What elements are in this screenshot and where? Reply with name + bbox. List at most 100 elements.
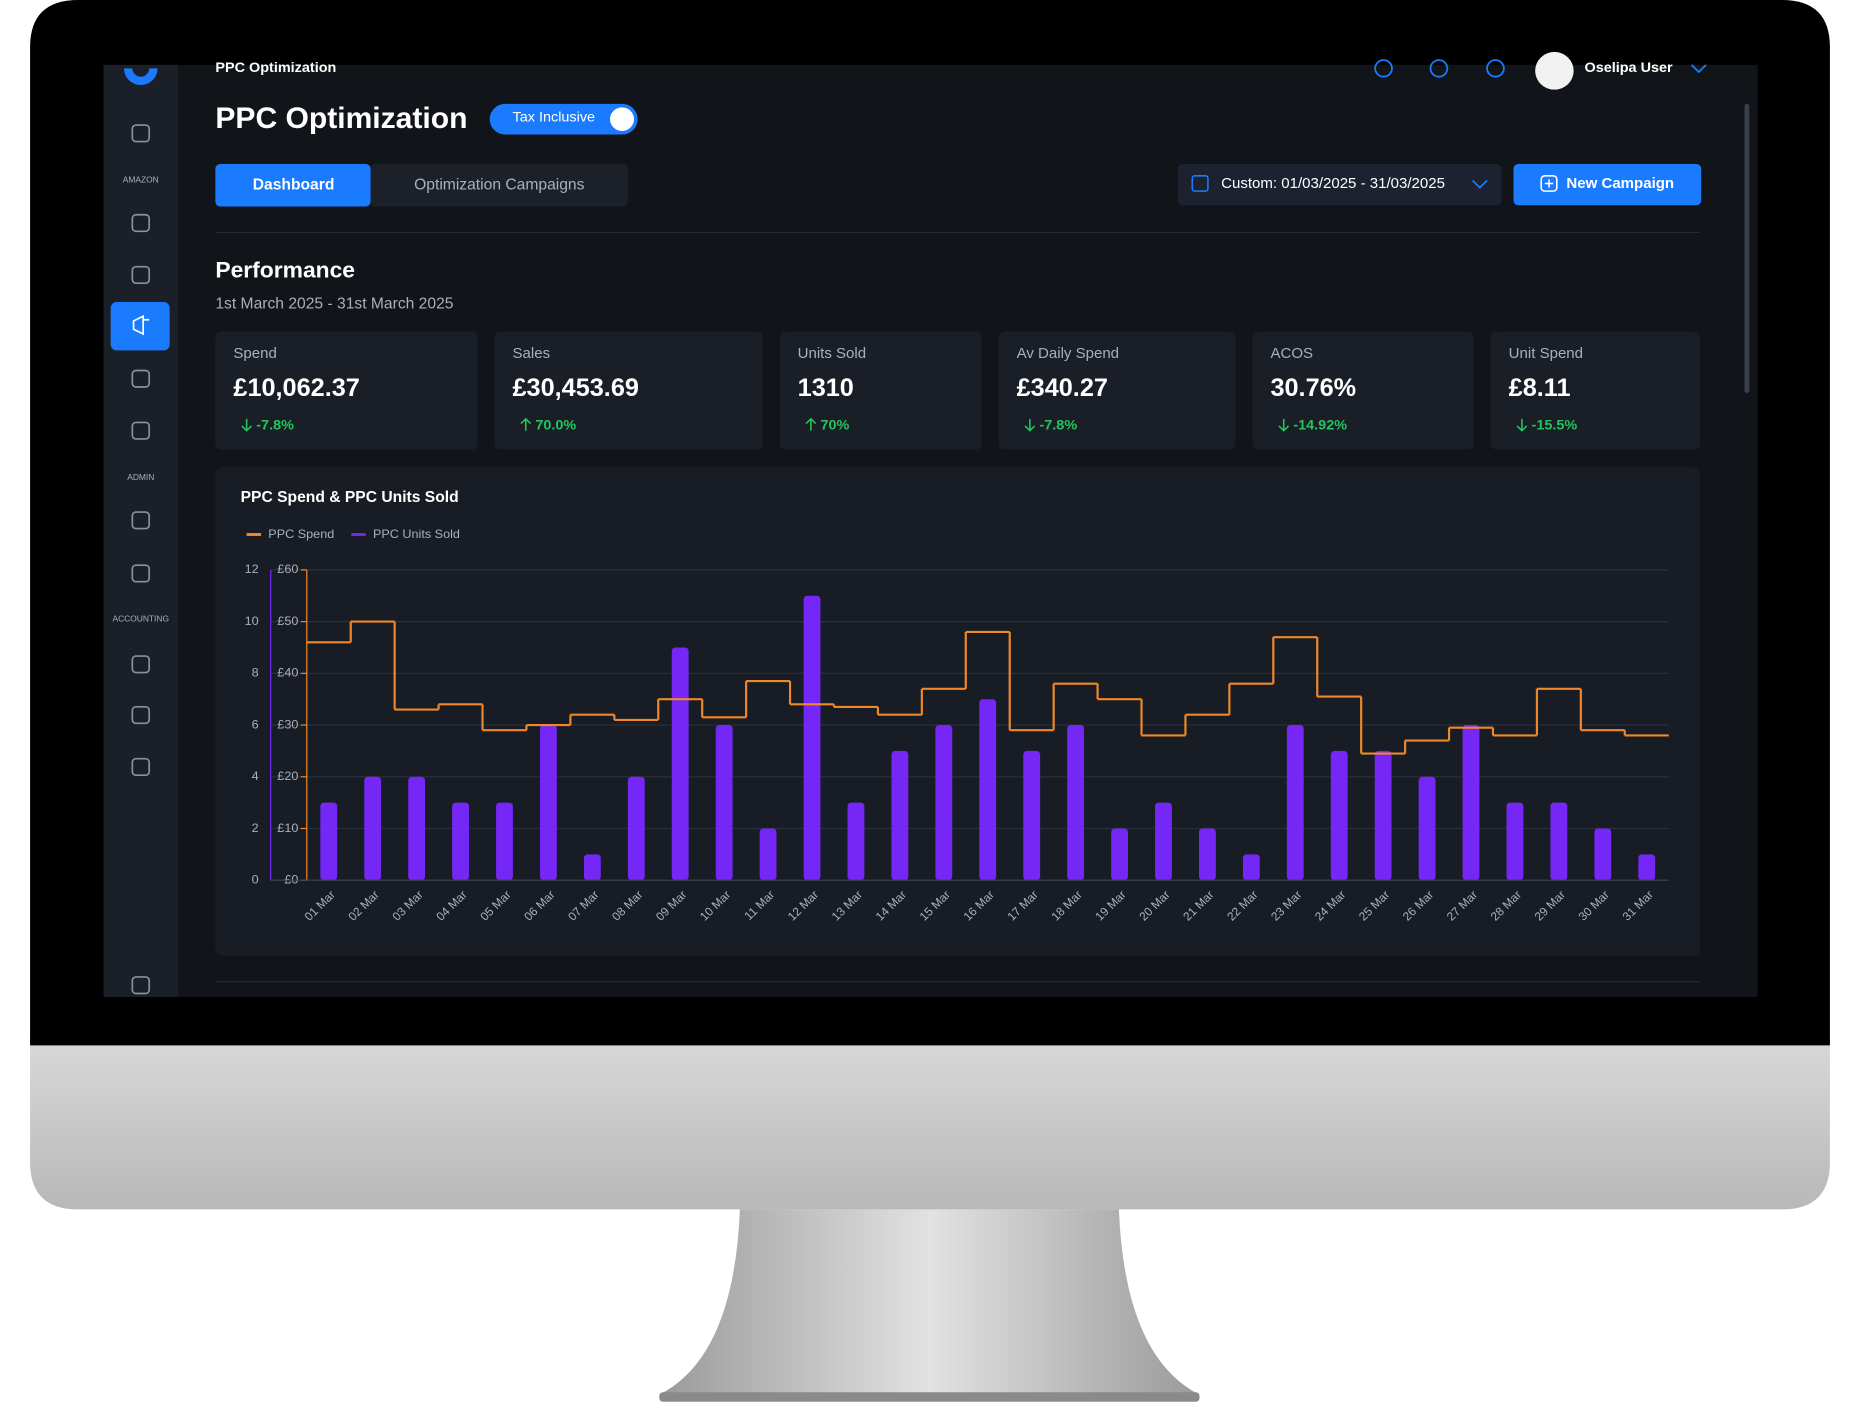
sidebar-active[interactable] [110,302,170,351]
bar [408,776,426,881]
avatar[interactable] [1535,51,1574,90]
monitor-chin [30,1038,1830,1210]
sidebar-icon[interactable] [131,511,151,530]
button-label: New Campaign [1566,176,1674,192]
sidebar-icon[interactable] [131,564,151,583]
y-tick-label: 12 [245,562,259,576]
section-subtitle: 1st March 2025 - 31st March 2025 [215,296,453,313]
section-title: Performance [215,258,355,283]
kpi-card [494,331,763,450]
bar [1242,854,1260,881]
bar [715,725,733,881]
bar [540,725,557,881]
scrollbar[interactable] [1744,103,1750,393]
kpi-label: Units Sold [798,346,866,362]
kpi-arrow [241,418,253,432]
sidebar-icon[interactable] [131,757,151,777]
bar [1067,725,1085,881]
bar [1462,725,1480,881]
bar [452,802,469,881]
top-icon[interactable] [1374,59,1393,78]
sidebar-icon[interactable] [131,124,151,143]
bar [759,828,777,881]
kpi-arrow [805,417,817,431]
sidebar-icon[interactable] [131,265,151,285]
kpi-arrow [1516,418,1528,432]
new-campaign-button[interactable] [1513,164,1702,206]
bar [1638,854,1656,881]
bar [847,802,865,881]
bar [1374,750,1392,881]
bar [1198,828,1216,881]
plus-icon [1544,179,1554,188]
monitor-stand [659,1209,1200,1395]
bar [496,802,513,881]
page-title: PPC Optimization [215,102,467,135]
y2-tick-label: £50 [277,614,298,628]
bar [583,854,601,881]
tax-toggle[interactable] [489,103,638,135]
tab-active[interactable] [215,164,371,207]
kpi-card [215,331,478,450]
toggle-label: Tax Inclusive [513,110,596,126]
plus-icon [1540,175,1558,192]
bar [1418,776,1436,881]
bar [935,725,953,881]
kpi-value: 1310 [798,374,854,402]
user-chevron[interactable] [1690,64,1707,74]
tab-label: Dashboard [253,176,335,193]
sidebar-icon[interactable] [131,976,151,995]
sidebar-icon[interactable] [131,421,151,440]
kpi-label: ACOS [1270,346,1313,362]
bar [1111,828,1128,881]
y-tick-label: 4 [252,769,259,783]
logo [123,68,158,85]
user-name[interactable]: Oselipa User [1584,60,1673,76]
bar [1550,802,1568,881]
y-tick-label: 0 [252,873,259,887]
kpi-card [779,331,982,450]
kpi-change: 70.0% [535,418,576,434]
y2-tick-label: £30 [277,717,298,731]
sidebar-icon [132,314,150,336]
kpi-change: -14.92% [1293,418,1347,434]
y2-tick-label: £20 [277,769,298,783]
sidebar-icon[interactable] [131,655,151,674]
bar [1506,802,1524,881]
bar [1594,828,1612,881]
bar [320,802,338,881]
date-picker[interactable] [1177,164,1502,206]
legend-label: PPC Spend [268,527,334,541]
y2-tick-label: £0 [284,873,298,887]
bar [1023,750,1041,881]
top-icon[interactable] [1429,59,1449,78]
bar [671,647,689,881]
sidebar-icon[interactable] [131,705,151,725]
sidebar [103,64,179,998]
top-icon[interactable] [1486,59,1505,78]
chevron [1471,179,1488,189]
y2-tick-label: £10 [277,821,298,835]
kpi-arrow [520,417,532,431]
kpi-value: £340.27 [1017,374,1108,402]
y-tick-label: 6 [252,717,259,731]
y2-tick-label: £40 [277,666,298,680]
sidebar-icon[interactable] [131,369,151,388]
y-tick-label: 8 [252,666,259,680]
chart-title: PPC Spend & PPC Units Sold [241,489,459,506]
bar [364,776,382,881]
sidebar-section: AMAZON [123,175,159,185]
kpi-label: Av Daily Spend [1017,346,1119,362]
kpi-label: Sales [513,346,551,362]
tab-label: Optimization Campaigns [414,176,585,193]
sidebar-icon[interactable] [131,213,151,233]
kpi-label: Spend [233,346,276,362]
kpi-arrow [1024,418,1036,432]
breadcrumb: PPC Optimization [215,60,336,76]
kpi-value: £30,453.69 [513,374,639,402]
tab[interactable] [370,164,629,207]
kpi-card [1252,331,1474,450]
chart-panel [215,467,1700,956]
bar [979,699,997,881]
